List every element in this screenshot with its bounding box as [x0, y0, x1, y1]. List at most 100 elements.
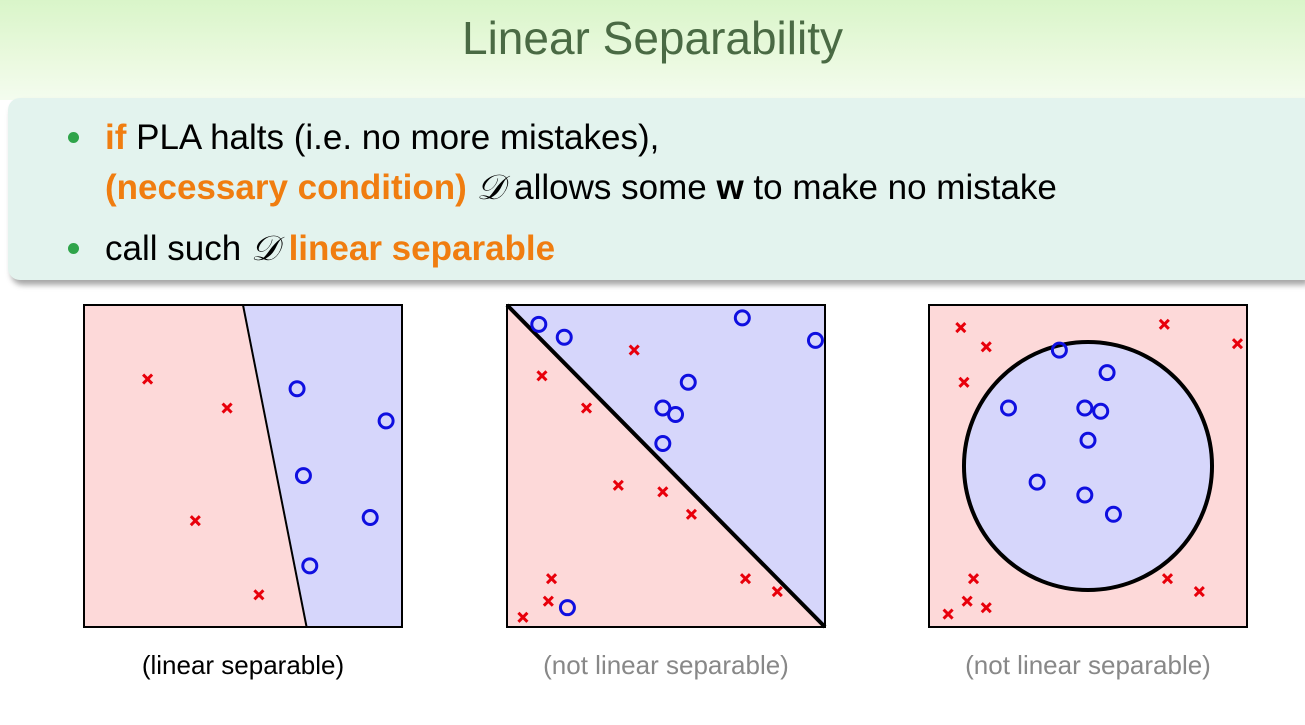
circle-point — [1028, 473, 1046, 491]
circle-point — [1076, 486, 1094, 504]
caption-panel-1: (linear separable) — [141, 650, 345, 680]
plot-not-separable-circle — [928, 304, 1248, 628]
text-linear-separable: linear separable — [288, 229, 556, 268]
cross-point — [1231, 338, 1244, 350]
cross-point — [1193, 586, 1205, 598]
caption-panel-2: (not linear separable) — [543, 650, 789, 680]
circle-point — [377, 412, 395, 430]
cross-point — [771, 586, 783, 598]
cross-point — [942, 608, 954, 620]
text-necessary-condition: (necessary condition) — [105, 168, 467, 207]
circle-point — [1098, 364, 1116, 382]
plot-frame — [928, 304, 1248, 628]
cross-point — [189, 515, 201, 527]
cross-point — [221, 402, 233, 414]
cross-point — [628, 344, 640, 356]
cross-stroke — [967, 573, 980, 585]
cross-point — [980, 341, 992, 353]
circle-point — [555, 328, 573, 346]
math-w: w — [716, 168, 744, 207]
math-D: 𝒟 — [250, 229, 279, 269]
cross-stroke — [958, 376, 970, 388]
cross-point — [545, 573, 558, 585]
text-space — [279, 229, 289, 268]
circle-point — [288, 380, 306, 398]
bullet-1-line-1: if PLA halts (i.e. no more mistakes), — [105, 117, 659, 159]
slide-title: Linear Separability — [461, 12, 843, 64]
cross-stroke — [955, 321, 967, 334]
cross-point — [980, 602, 992, 614]
circle-point — [733, 309, 751, 327]
text-if: if — [105, 118, 127, 157]
cross-stroke — [612, 479, 624, 491]
bullet-dot-1 — [68, 132, 79, 143]
bullet-dot-2 — [68, 243, 79, 254]
cross-point — [739, 573, 752, 585]
cross-point — [580, 402, 593, 414]
cross-stroke — [1193, 586, 1205, 598]
cross-point — [967, 573, 980, 585]
circle-point — [1092, 402, 1110, 420]
cross-stroke — [980, 602, 992, 614]
cross-stroke — [739, 573, 752, 585]
region-blue — [243, 305, 402, 627]
plot-not-separable-line — [505, 303, 827, 629]
cross-point — [536, 370, 548, 382]
circle-point — [1000, 399, 1017, 417]
cross-stroke — [771, 586, 783, 598]
bullet-2-line-1: call such 𝒟 linear separable — [105, 228, 555, 270]
cross-stroke — [517, 611, 529, 623]
cross-point — [961, 595, 973, 607]
cross-stroke — [253, 589, 265, 601]
decision-boundary — [242, 304, 308, 628]
cross-stroke — [189, 515, 201, 527]
title-bar: Linear Separability — [0, 0, 1305, 100]
circle-point — [806, 331, 824, 349]
cross-point — [542, 595, 554, 607]
circle-point — [679, 373, 697, 391]
cross-stroke — [942, 608, 954, 620]
cross-stroke — [1158, 318, 1170, 330]
circle-point — [667, 405, 685, 423]
circle-point — [654, 399, 672, 417]
cross-stroke — [685, 508, 698, 520]
cross-point — [253, 589, 265, 601]
cross-stroke — [580, 402, 593, 414]
cross-stroke — [536, 370, 548, 382]
cross-stroke — [1231, 338, 1244, 350]
cross-stroke — [628, 344, 640, 356]
bullet-block — [8, 98, 1305, 280]
bullet-1-line-2: (necessary condition) 𝒟 allows some w to… — [105, 167, 1057, 209]
circle-point — [1076, 399, 1094, 417]
text-pla-halts: PLA halts (i.e. no more mistakes), — [126, 118, 660, 157]
plot-frame — [83, 304, 403, 628]
plot-frame — [506, 304, 826, 628]
cross-stroke — [1161, 573, 1174, 585]
text-allows-some: allows some — [504, 168, 717, 207]
math-D: 𝒟 — [476, 168, 505, 208]
cross-point — [1161, 573, 1174, 585]
caption-panel-3: (not linear separable) — [965, 650, 1211, 680]
circle-point — [1104, 505, 1122, 523]
cross-point — [958, 376, 970, 388]
cross-point — [1158, 318, 1170, 330]
cross-stroke — [545, 573, 558, 585]
plot-linear-separable — [83, 304, 403, 628]
text-call-such: call such — [105, 229, 251, 268]
cross-stroke — [961, 595, 973, 607]
cross-stroke — [980, 341, 992, 353]
cross-stroke — [142, 373, 154, 385]
circle-point — [294, 467, 312, 485]
cross-point — [955, 321, 967, 334]
circle-point — [301, 557, 319, 575]
circle-point — [1050, 341, 1068, 359]
cross-point — [685, 508, 698, 520]
circle-point — [1079, 431, 1097, 449]
decision-boundary — [505, 303, 827, 629]
cross-point — [657, 486, 669, 498]
cross-point — [517, 611, 529, 623]
cross-stroke — [542, 595, 554, 607]
text-no-mistake: to make no mistake — [743, 168, 1057, 207]
circle-point — [558, 599, 576, 617]
cross-point — [612, 479, 624, 491]
